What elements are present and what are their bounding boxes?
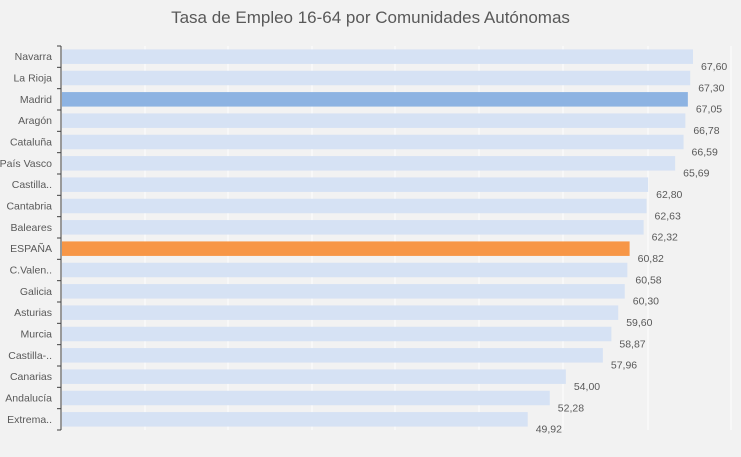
value-label-13: 58,87	[619, 338, 645, 350]
bar-16	[62, 390, 550, 406]
category-label-5: País Vasco	[0, 158, 52, 170]
bar-11	[62, 284, 625, 299]
category-label-12: Asturias	[14, 307, 52, 319]
category-label-7: Cantabria	[6, 201, 52, 213]
bar-12	[62, 305, 619, 320]
value-label-17: 49,92	[536, 424, 562, 436]
bar-3	[62, 113, 686, 128]
value-label-16: 52,28	[558, 402, 584, 414]
value-label-4: 66,59	[692, 146, 718, 158]
value-label-0: 67,60	[701, 61, 727, 73]
category-label-11: Galicia	[20, 286, 52, 298]
category-label-6: Castilla..	[12, 179, 52, 191]
chart-title: Tasa de Empleo 16-64 por Comunidades Aut…	[171, 8, 570, 27]
bar-14	[62, 348, 603, 363]
category-label-2: Madrid	[20, 94, 52, 106]
category-label-17: Extrema..	[7, 414, 52, 426]
bar-0	[62, 49, 693, 64]
bar-7	[62, 198, 647, 214]
bar-13	[62, 326, 612, 342]
bar-4	[62, 134, 684, 150]
value-label-15: 54,00	[574, 381, 600, 393]
value-label-11: 60,30	[633, 296, 659, 308]
value-label-6: 62,80	[656, 189, 682, 201]
category-label-9: ESPAÑA	[10, 242, 52, 255]
category-label-16: Andalucía	[5, 393, 52, 405]
bar-8	[62, 220, 644, 235]
value-label-5: 65,69	[683, 168, 709, 180]
bar-2	[62, 92, 688, 107]
category-label-4: Cataluña	[10, 137, 52, 149]
value-label-9: 60,82	[638, 253, 664, 265]
value-label-10: 60,58	[635, 274, 661, 286]
bar-5	[62, 156, 676, 171]
category-label-13: Murcia	[20, 329, 52, 341]
bar-1	[62, 70, 691, 86]
value-label-12: 59,60	[626, 317, 652, 329]
category-label-15: Canarias	[10, 371, 52, 383]
value-label-14: 57,96	[611, 360, 637, 372]
category-label-14: Castilla-..	[8, 350, 52, 362]
value-label-7: 62,63	[655, 210, 681, 222]
bar-17	[62, 412, 528, 427]
value-label-2: 67,05	[696, 104, 722, 116]
bar-10	[62, 262, 628, 278]
category-label-0: Navarra	[15, 51, 53, 63]
value-label-3: 66,78	[693, 125, 719, 137]
bar-15	[62, 369, 566, 384]
category-label-10: C.Valen..	[10, 265, 52, 277]
value-label-1: 67,30	[698, 82, 724, 94]
category-label-1: La Rioja	[13, 73, 52, 85]
category-label-3: Aragón	[18, 115, 52, 127]
bar-6	[62, 177, 649, 192]
value-label-8: 62,32	[652, 232, 678, 244]
category-label-8: Baleares	[11, 222, 52, 234]
bar-9	[62, 241, 630, 256]
